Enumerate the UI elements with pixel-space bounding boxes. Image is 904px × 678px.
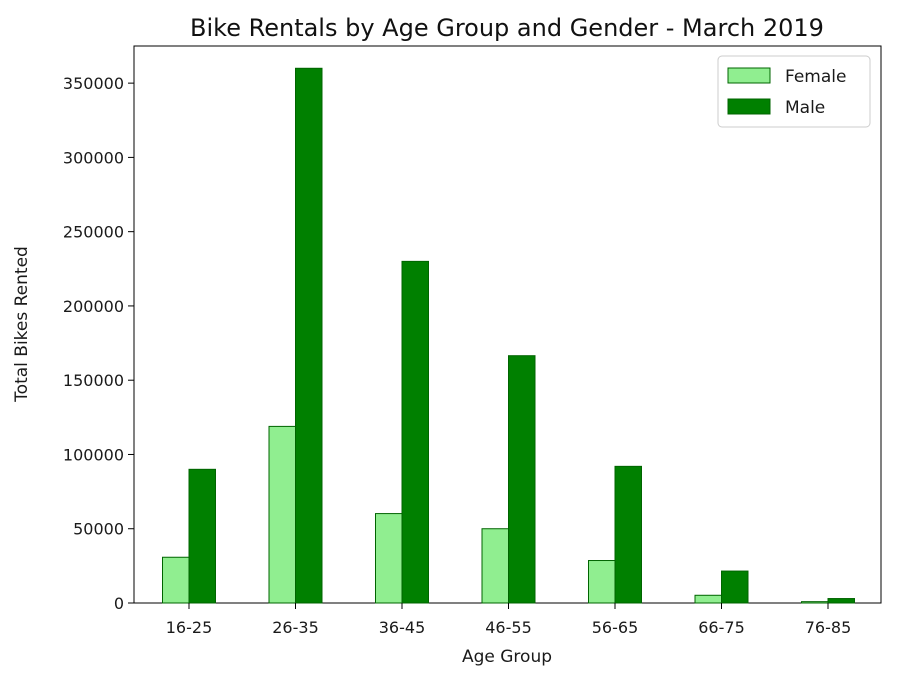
bar-female-56-65 xyxy=(588,560,616,604)
x-tick-label: 36-45 xyxy=(379,618,426,637)
bars-group xyxy=(162,67,855,604)
y-tick-label: 100000 xyxy=(63,445,124,464)
bar-female-36-45 xyxy=(375,513,403,604)
y-tick-label: 0 xyxy=(114,594,124,613)
y-tick-label: 150000 xyxy=(63,371,124,390)
bar-female-16-25 xyxy=(162,556,190,604)
plot-area xyxy=(133,45,882,604)
y-tick-label: 250000 xyxy=(63,223,124,242)
legend-swatch-female xyxy=(727,67,771,84)
y-axis-label: Total Bikes Rented xyxy=(12,246,32,403)
x-axis-label: Age Group xyxy=(462,647,552,667)
x-axis: 16-25 26-35 36-45 46-55 56-65 66-75 76-85 xyxy=(166,603,852,637)
bar-male-56-65 xyxy=(614,465,642,604)
bar-female-66-75 xyxy=(694,594,722,604)
y-tick-label: 200000 xyxy=(63,297,124,316)
x-tick-label: 16-25 xyxy=(166,618,213,637)
chart-title: Bike Rentals by Age Group and Gender - M… xyxy=(190,14,824,42)
y-tick-label: 350000 xyxy=(63,74,124,93)
bar-male-36-45 xyxy=(401,260,429,604)
bar-male-66-75 xyxy=(721,570,749,604)
x-tick-label: 76-85 xyxy=(805,618,852,637)
bar-female-76-85 xyxy=(801,601,829,604)
legend-label-female: Female xyxy=(785,67,846,87)
y-tick-label: 50000 xyxy=(73,520,124,539)
bar-male-16-25 xyxy=(188,468,216,604)
legend-swatch-male xyxy=(727,98,771,115)
y-axis: 0 50000 100000 150000 200000 250000 300000 3500… xyxy=(63,74,134,613)
legend: Female Male xyxy=(717,55,871,128)
y-tick-label: 300000 xyxy=(63,148,124,167)
legend-label-male: Male xyxy=(785,98,825,118)
bar-female-26-35 xyxy=(268,425,296,604)
x-tick-label: 26-35 xyxy=(272,618,319,637)
bar-male-26-35 xyxy=(295,67,323,604)
bar-male-76-85 xyxy=(827,598,855,604)
bar-male-46-55 xyxy=(508,355,536,604)
x-tick-label: 46-55 xyxy=(485,618,532,637)
x-tick-label: 56-65 xyxy=(592,618,639,637)
x-tick-label: 66-75 xyxy=(698,618,745,637)
bar-female-46-55 xyxy=(481,528,509,604)
